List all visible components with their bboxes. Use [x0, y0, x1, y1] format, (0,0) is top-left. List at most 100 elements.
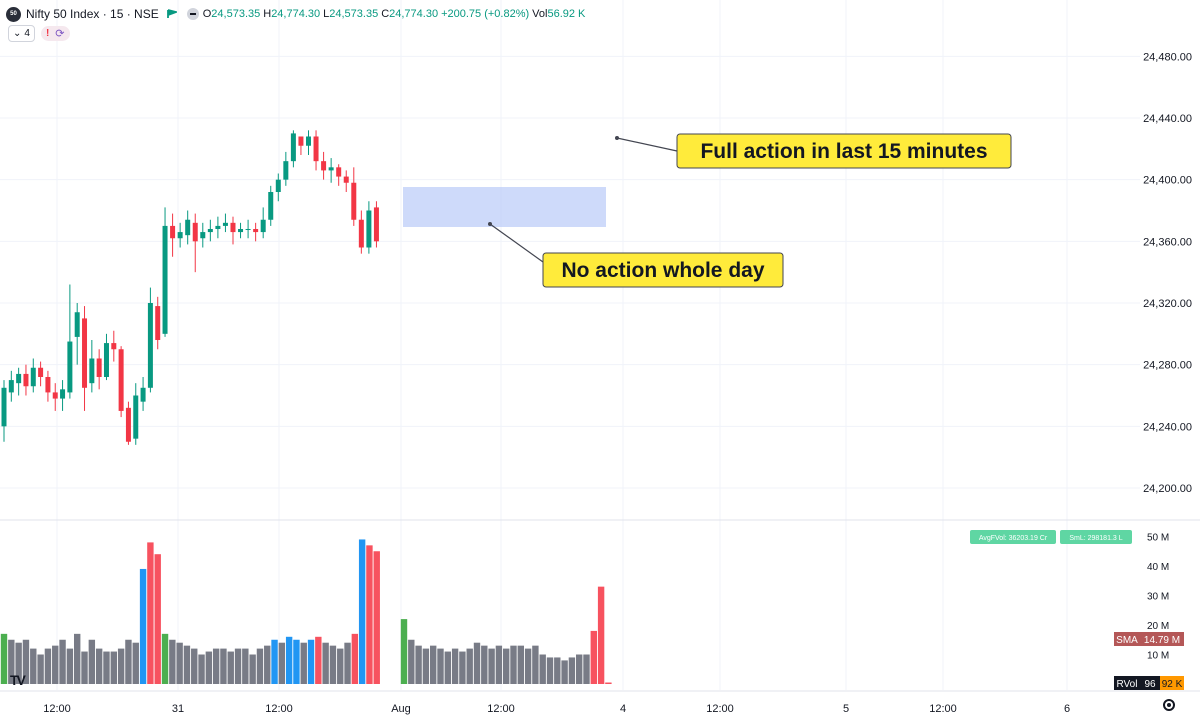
time-tick-label: 12:00 — [43, 703, 71, 715]
volume-bar — [227, 651, 234, 684]
candle — [283, 151, 289, 186]
price-tick-label: 24,200.00 — [1143, 483, 1192, 495]
collapse-indicators-button[interactable]: ⌄ 4 — [8, 25, 35, 42]
volume-bar — [220, 648, 227, 684]
volume-bar — [315, 636, 322, 684]
candle-body — [74, 312, 80, 337]
volume-bar — [161, 633, 169, 684]
change-value: +200.75 (+0.82%) — [441, 8, 530, 20]
volume-bar — [293, 639, 300, 684]
gear-icon[interactable] — [1163, 699, 1175, 711]
candle — [268, 185, 274, 226]
volume-bar — [322, 642, 329, 684]
volume-bar — [400, 619, 408, 684]
volume-bar — [285, 636, 293, 684]
time-tick-label: 12:00 — [487, 703, 515, 715]
price-tick-label: 24,440.00 — [1143, 113, 1192, 125]
candle-body — [358, 219, 364, 248]
callout-pointer — [489, 223, 544, 263]
volume-bar — [256, 648, 264, 684]
candle-body — [336, 167, 342, 177]
volume-bar — [117, 648, 125, 684]
candle — [74, 302, 80, 365]
volume-bar — [605, 682, 612, 684]
candle-body — [253, 228, 259, 233]
time-tick-label: 12:00 — [929, 703, 957, 715]
sma-value-badge — [1140, 632, 1184, 646]
volume-bar — [459, 651, 466, 684]
time-tick-label: Aug — [391, 703, 411, 715]
candle — [305, 130, 311, 155]
volume-value: 56.92 K — [547, 8, 586, 20]
flag-icon[interactable] — [166, 9, 177, 19]
callout-anchor — [488, 222, 492, 226]
candle-body — [82, 318, 88, 388]
volume-bar — [481, 645, 488, 684]
alerts-pill[interactable]: ! ⟳ — [40, 26, 70, 41]
price-tick-label: 24,480.00 — [1143, 51, 1192, 63]
volume-tick-label: 40 M — [1147, 562, 1169, 573]
candle-body — [200, 232, 206, 239]
time-tick-label: 4 — [620, 703, 626, 715]
alert-icon: ! — [45, 28, 50, 39]
candle — [215, 216, 221, 239]
volume-bar — [44, 648, 52, 684]
callout-full-action[interactable]: Full action in last 15 minutes — [615, 133, 1012, 169]
volume-label: Vol — [532, 8, 548, 20]
candle-body — [1, 387, 7, 427]
candle — [253, 222, 259, 242]
callout-text: Full action in last 15 minutes — [700, 140, 987, 163]
volume-bar — [366, 545, 373, 684]
candle — [321, 151, 327, 180]
candle — [351, 167, 357, 226]
candle-body — [321, 161, 327, 171]
candle-body — [96, 358, 102, 377]
volume-bar — [30, 648, 37, 684]
volume-bar — [212, 648, 220, 684]
candle — [30, 358, 36, 393]
candle — [1, 380, 7, 442]
callout-box — [676, 133, 1012, 169]
volume-tick-label: 50 M — [1147, 533, 1169, 544]
candle — [222, 213, 228, 233]
volume-bar — [358, 539, 366, 684]
candle-body — [103, 343, 109, 377]
candle — [118, 346, 124, 418]
volume-bar — [169, 639, 176, 684]
candle-body — [89, 358, 95, 384]
symbol-name[interactable]: Nifty 50 Index · 15 · NSE — [26, 7, 159, 21]
volume-bar — [176, 642, 183, 684]
candle-body — [125, 407, 131, 442]
price-tick-label: 24,320.00 — [1143, 298, 1192, 310]
volume-bar — [103, 651, 110, 684]
volume-bar — [568, 657, 576, 684]
volume-bar — [466, 648, 473, 684]
volume-bar — [147, 542, 154, 684]
candle — [200, 222, 206, 248]
volume-bar — [198, 654, 205, 684]
candle — [245, 219, 251, 239]
callout-no-action[interactable]: No action whole day — [488, 222, 784, 288]
volume-bar — [473, 642, 481, 684]
volume-bar — [300, 642, 307, 684]
candle — [185, 210, 191, 245]
candle — [60, 380, 66, 411]
highlight-box[interactable] — [403, 187, 606, 227]
volume-bar — [554, 657, 561, 684]
volume-bar — [125, 639, 132, 684]
volume-bar — [344, 642, 351, 684]
candle-body — [268, 191, 274, 220]
candle — [103, 333, 109, 381]
volume-bar — [307, 639, 315, 684]
candle — [45, 370, 51, 402]
volume-bar — [503, 648, 510, 684]
time-tick-label: 5 — [843, 703, 849, 715]
visibility-icon[interactable] — [186, 8, 199, 20]
candle-body — [373, 207, 379, 242]
candle — [8, 370, 14, 402]
candle — [275, 173, 281, 202]
candle — [67, 284, 73, 399]
sma-name-badge — [1114, 632, 1140, 646]
candle — [125, 401, 131, 445]
